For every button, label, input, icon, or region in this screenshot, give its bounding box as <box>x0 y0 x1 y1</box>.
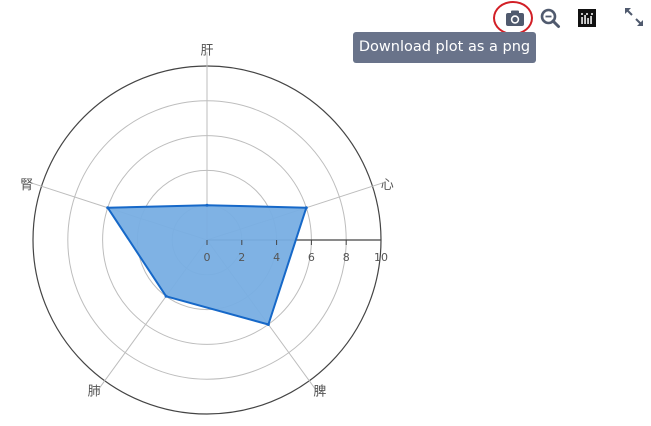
fullscreen-icon[interactable] <box>621 4 647 30</box>
radial-tick-label: 0 <box>204 251 211 264</box>
angular-labels: 肝心脾 肺 腎 <box>20 44 394 400</box>
data-point-0 <box>205 203 209 207</box>
category-label: 肺 <box>88 385 101 400</box>
modebar <box>490 4 650 34</box>
radial-tick-label: 6 <box>308 251 315 264</box>
category-label: 肝 <box>200 44 213 59</box>
radial-tick-label: 8 <box>343 251 350 264</box>
data-polygon <box>106 204 308 326</box>
radial-tick-label: 4 <box>273 251 280 264</box>
data-point-4 <box>106 206 110 210</box>
data-point-1 <box>304 206 308 210</box>
zoom-icon[interactable] <box>537 5 563 31</box>
radial-tick-label: 2 <box>238 251 245 264</box>
data-point-2 <box>266 322 270 326</box>
radial-ticks: 0 2 4 6 8 10 <box>204 240 388 264</box>
camera-icon[interactable] <box>502 5 528 31</box>
category-label: 心 <box>381 178 394 193</box>
radial-tick-label: 10 <box>374 251 388 264</box>
plotly-logo[interactable] <box>574 5 600 31</box>
category-label: 腎 <box>20 178 33 193</box>
data-point-3 <box>164 294 168 298</box>
tooltip: Download plot as a png <box>353 32 536 63</box>
category-label: 脾 <box>313 385 326 400</box>
data-layer <box>106 203 308 326</box>
